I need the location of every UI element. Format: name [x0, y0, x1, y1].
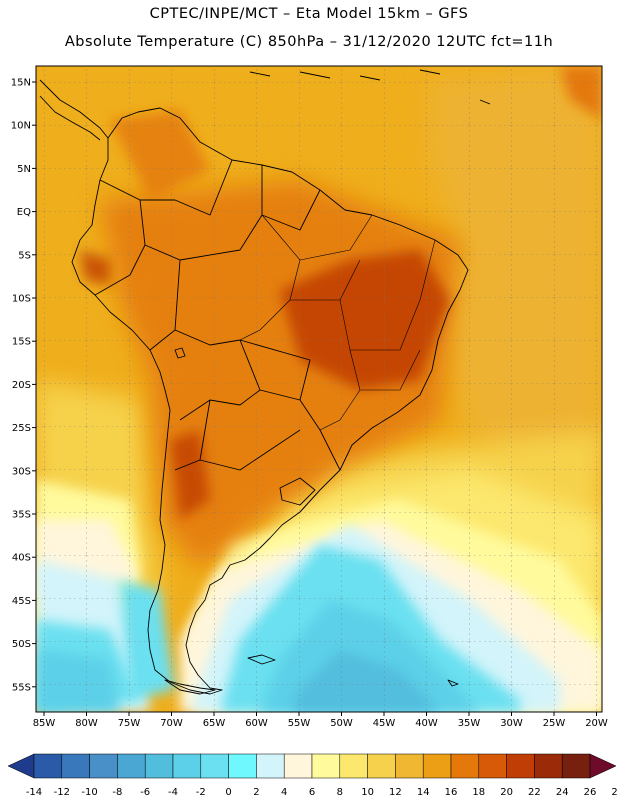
south-georgia-island	[447, 679, 459, 687]
colorbar-cell	[506, 753, 535, 779]
lon-label-60w: 60W	[245, 718, 268, 729]
colorbar-cell	[311, 753, 341, 779]
colorbar-cell	[256, 753, 285, 779]
central-america-coastline	[39, 79, 109, 141]
colorbar-cell	[33, 753, 63, 779]
colorbar-cell	[450, 753, 480, 779]
colorbar-min-triangle	[7, 753, 35, 779]
colorbar-label: 18	[472, 787, 485, 798]
colorbar-label: -2	[196, 787, 206, 798]
colorbar	[7, 753, 617, 779]
lon-label-45w: 45W	[373, 718, 396, 729]
lake-titicaca	[174, 347, 186, 359]
colorbar-cell	[89, 753, 118, 779]
lon-label-75w: 75W	[118, 718, 141, 729]
colorbar-label: 0	[225, 787, 231, 798]
falkland-islands	[247, 654, 276, 665]
colorbar-label: 4	[281, 787, 287, 798]
lat-label-10n: 10N	[11, 121, 31, 132]
colorbar-cell	[534, 753, 563, 779]
colorbar-cell	[561, 753, 591, 779]
south-america-coastline	[71, 107, 469, 695]
graticule-grid	[36, 66, 602, 712]
longitude-labels: 85W 80W 75W 70W 65W 60W 55W 50W 45W 40W 35W 30W 25W 2…	[33, 712, 608, 729]
colorbar-label: -8	[112, 787, 122, 798]
title-field-line: Absolute Temperature (C) 850hPa – 31/12/…	[64, 34, 554, 50]
colorbar-label: 22	[528, 787, 541, 798]
colorbar-label: 6	[309, 787, 315, 798]
title-model-line: CPTEC/INPE/MCT – Eta Model 15km – GFS	[149, 6, 469, 22]
colorbar-label: 10	[361, 787, 374, 798]
colorbar-label: -14	[26, 787, 42, 798]
country-borders	[94, 159, 341, 513]
coastlines-borders	[39, 69, 491, 695]
colorbar-label: -6	[140, 787, 150, 798]
colorbar-label: 26	[584, 787, 597, 798]
lat-label-15n: 15N	[11, 78, 31, 89]
colorbar-label: 24	[556, 787, 569, 798]
colorbar-cell	[422, 753, 452, 779]
colorbar-label: 8	[337, 787, 343, 798]
lon-label-20w: 20W	[585, 718, 608, 729]
colorbar-max-triangle	[589, 753, 617, 779]
uruguay-coast	[279, 477, 316, 506]
colorbar-cell	[339, 753, 368, 779]
lon-label-50w: 50W	[330, 718, 353, 729]
lon-label-30w: 30W	[500, 718, 523, 729]
colorbar-cell	[228, 753, 257, 779]
lon-label-40w: 40W	[415, 718, 438, 729]
lon-label-80w: 80W	[75, 718, 98, 729]
colorbar-label: 14	[417, 787, 430, 798]
lon-label-65w: 65W	[203, 718, 226, 729]
colorbar-cell	[478, 753, 507, 779]
lat-label-15s: 15S	[12, 337, 31, 348]
caribbean-islands	[249, 69, 491, 105]
lat-label-50s: 50S	[12, 639, 31, 650]
colorbar-label: -10	[81, 787, 97, 798]
colorbar-label: -4	[168, 787, 178, 798]
lon-label-85w: 85W	[33, 718, 56, 729]
lat-label-5n: 5N	[17, 164, 31, 175]
lat-label-30s: 30S	[12, 466, 31, 477]
colorbar-cell	[367, 753, 396, 779]
colorbar-label: -12	[54, 787, 70, 798]
colorbar-label: 12	[389, 787, 402, 798]
colorbar-cell	[395, 753, 424, 779]
latitude-labels: 15N 10N 5N EQ 5S 10S 15S 20S 25S 30S 35S 40S 45S 50S 5…	[11, 78, 36, 693]
colorbar-label: 16	[445, 787, 458, 798]
lat-label-25s: 25S	[12, 423, 31, 434]
map-frame	[35, 65, 603, 713]
colorbar-label: 28	[611, 787, 618, 798]
colorbar-cell	[200, 753, 229, 779]
lat-label-35s: 35S	[12, 510, 31, 521]
colorbar-label: 2	[253, 787, 259, 798]
lon-label-55w: 55W	[288, 718, 311, 729]
brazil-state-borders	[239, 214, 436, 431]
lat-label-20s: 20S	[12, 380, 31, 391]
lat-label-eq: EQ	[17, 207, 31, 218]
lat-label-45s: 45S	[12, 596, 31, 607]
lat-label-5s: 5S	[18, 250, 31, 261]
colorbar-cell	[117, 753, 146, 779]
lat-label-40s: 40S	[12, 553, 31, 564]
colorbar-cell	[61, 753, 90, 779]
lon-label-25w: 25W	[543, 718, 566, 729]
colorbar-label: 20	[500, 787, 513, 798]
colorbar-cell	[283, 753, 313, 779]
lon-label-35w: 35W	[458, 718, 481, 729]
colorbar-labels: -14 -12 -10 -8 -6 -4 -2 0 2 4 6 8 10 12 14 16 18 20 22 24 26…	[26, 787, 618, 798]
colorbar-cell	[172, 753, 202, 779]
lat-label-55s: 55S	[12, 682, 31, 693]
lat-label-10s: 10S	[12, 294, 31, 305]
lon-label-70w: 70W	[160, 718, 183, 729]
colorbar-cell	[144, 753, 174, 779]
tierra-del-fuego	[164, 679, 216, 695]
